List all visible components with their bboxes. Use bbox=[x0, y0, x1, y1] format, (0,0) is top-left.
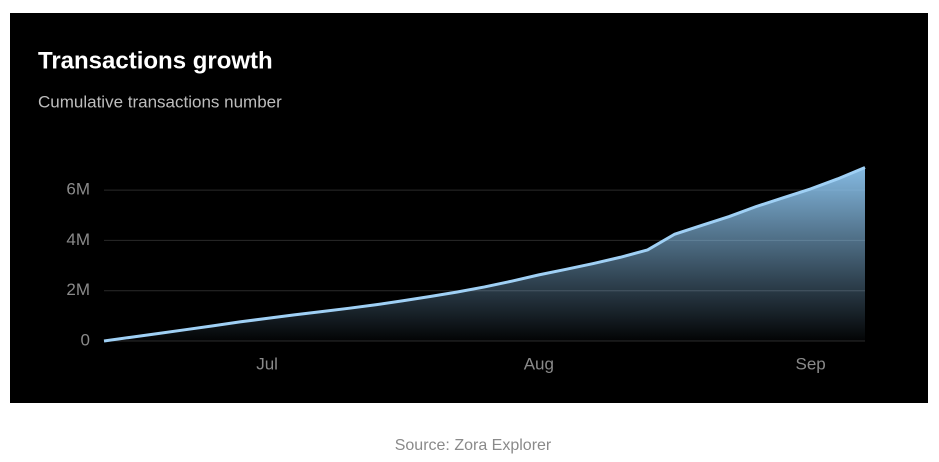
x-tick-label: Jul bbox=[256, 354, 278, 373]
y-tick-label: 0 bbox=[81, 330, 90, 349]
x-tick-label: Aug bbox=[524, 354, 554, 373]
y-tick-label: 4M bbox=[66, 230, 90, 249]
chart-title: Transactions growth bbox=[38, 47, 273, 74]
chart-subtitle: Cumulative transactions number bbox=[38, 92, 282, 111]
y-tick-label: 2M bbox=[66, 280, 90, 299]
x-tick-label: Sep bbox=[796, 354, 826, 373]
area bbox=[104, 167, 865, 341]
y-tick-label: 6M bbox=[66, 180, 90, 199]
source-caption: Source: Zora Explorer bbox=[395, 437, 552, 454]
line bbox=[103, 166, 866, 343]
